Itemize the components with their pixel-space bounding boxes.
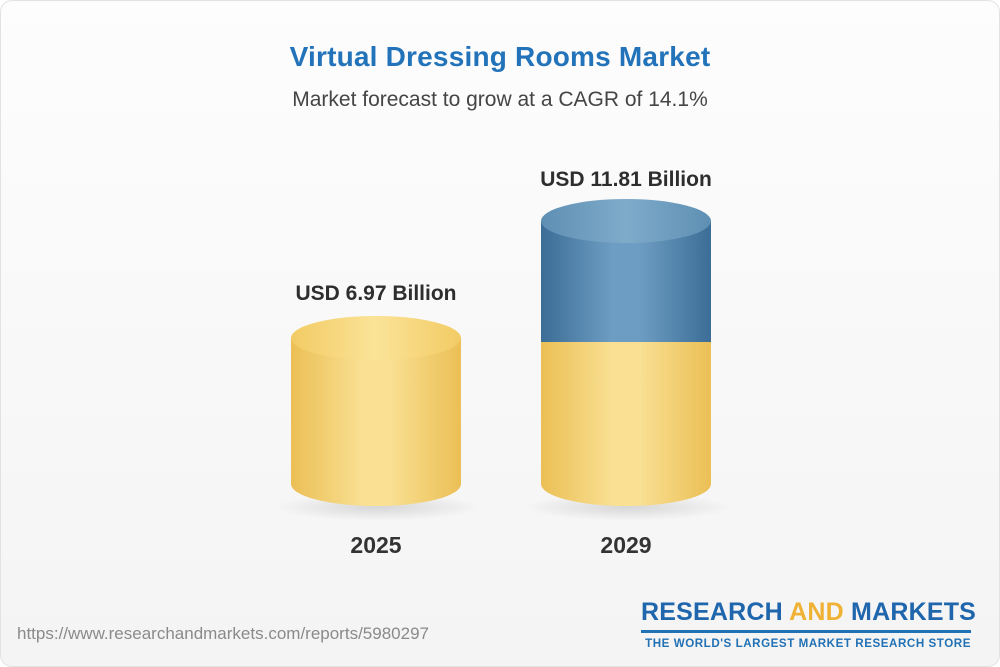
logo-divider-rule <box>641 630 971 633</box>
bar-value-label-2025: USD 6.97 Billion <box>295 282 457 305</box>
chart-title: Virtual Dressing Rooms Market <box>289 41 711 72</box>
bar-cylinder-2029 <box>541 199 711 528</box>
bar-2029-base-segment <box>541 341 711 506</box>
bar-2025-top-face <box>291 316 461 360</box>
bar-2025-body <box>291 338 461 506</box>
chart-subtitle: Market forecast to grow at a CAGR of 14.… <box>292 88 708 111</box>
bar-value-label-2029: USD 11.81 Billion <box>540 168 712 191</box>
x-axis-label-2025: 2025 <box>350 532 402 558</box>
logo-word-markets: MARKETS <box>851 598 977 626</box>
bar-2029-top-face <box>541 199 711 243</box>
report-url-link[interactable]: https://www.researchandmarkets.com/repor… <box>17 624 429 643</box>
logo-tagline: THE WORLD'S LARGEST MARKET RESEARCH STOR… <box>645 637 971 650</box>
bar-cylinder-2025 <box>291 316 461 528</box>
x-axis-label-2029: 2029 <box>600 532 652 558</box>
logo-word-and: AND <box>789 598 852 626</box>
logo-word-research: RESEARCH <box>641 598 790 626</box>
research-and-markets-logo: RESEARCH AND MARKETS THE WORLD'S LARGEST… <box>641 598 976 650</box>
logo-wordmark: RESEARCH AND MARKETS <box>641 598 976 627</box>
